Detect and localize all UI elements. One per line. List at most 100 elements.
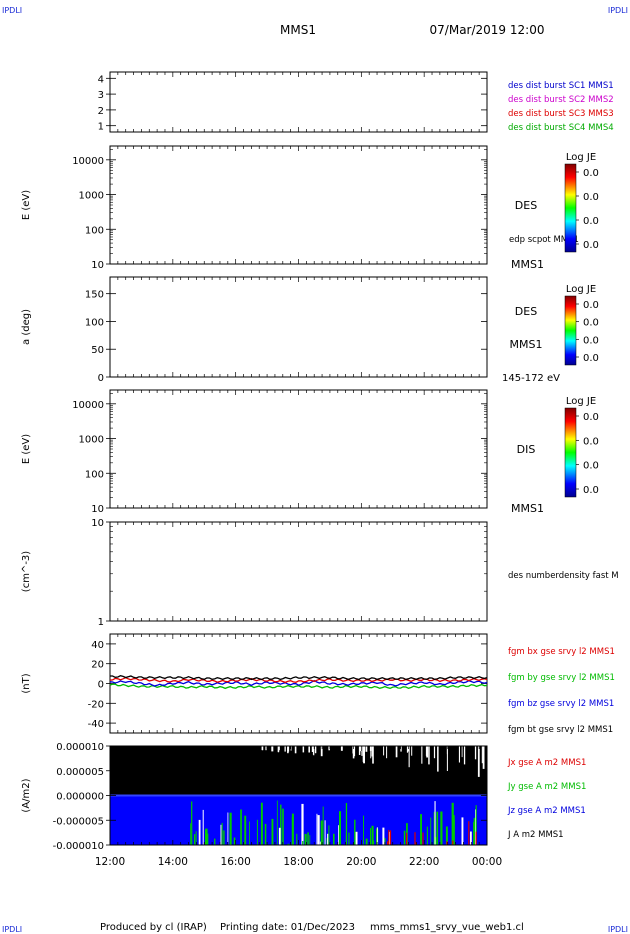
area-spike <box>382 827 385 845</box>
area-spike <box>264 823 267 845</box>
area-spike <box>227 812 229 845</box>
x-tick-label: 18:00 <box>283 856 313 868</box>
area-spike <box>461 817 464 845</box>
area-gap <box>386 746 388 759</box>
area-spike <box>328 825 330 845</box>
series-line <box>110 675 488 681</box>
area-spike <box>434 801 436 845</box>
panel-des-pitch-angle: 0 50 100 150 a (deg) DES MMS1 145-172 eV Log JE 0… <box>21 276 599 384</box>
y-tick-label: 40 <box>91 640 104 651</box>
area-gap <box>481 746 483 764</box>
area-spike <box>422 832 424 845</box>
area-spike <box>365 838 368 845</box>
y-tick-label: -0.000005 <box>53 816 104 827</box>
y-tick-label: 100 <box>85 317 104 328</box>
area-gap <box>308 746 310 753</box>
area-spike <box>249 821 250 845</box>
y-axis-label: a (deg) <box>21 309 32 345</box>
legend-entry: Jx gse A m2 MMS1 <box>507 758 586 768</box>
area-gap <box>314 746 317 754</box>
area-gap <box>421 746 423 764</box>
area-spike <box>240 809 242 845</box>
area-spike <box>452 815 455 845</box>
area-spike <box>327 833 329 845</box>
footer-printing-date: Printing date: 01/Dec/2023 <box>220 922 355 933</box>
area-gap <box>408 746 410 768</box>
corner-label-bottom-right: IPDLI <box>608 925 628 934</box>
legend-entry: fgm bx gse srvy l2 MMS1 <box>508 647 615 657</box>
area-spike <box>278 827 281 845</box>
legend-entry: des dist burst SC4 MMS4 <box>508 123 614 133</box>
colorbar-tick-label: 0.0 <box>583 335 599 346</box>
area-spike <box>322 806 324 845</box>
area-spike <box>452 829 454 845</box>
area-spike <box>387 841 389 845</box>
area-gap <box>294 746 297 754</box>
y-tick-label: 50 <box>91 345 104 356</box>
panel-frame <box>109 276 488 378</box>
legend-entry: fgm bt gse srvy l2 MMS1 <box>508 725 613 735</box>
legend-entry: fgm bz gse srvy l2 MMS1 <box>508 699 614 709</box>
legend-entry: J A m2 MMS1 <box>507 830 564 840</box>
x-tick-label: 00:00 <box>472 856 502 868</box>
y-tick-label: 1000 <box>79 435 104 446</box>
side-label: MMS1 <box>510 338 543 351</box>
header-spacecraft: MMS1 <box>280 23 316 37</box>
colorbar-title: Log JE <box>566 284 596 295</box>
area-spike <box>468 821 470 845</box>
area-gap <box>371 746 373 751</box>
panel-frame <box>109 145 488 265</box>
area-gap <box>271 746 274 752</box>
area-spike <box>317 815 320 845</box>
header-datetime: 07/Mar/2019 12:00 <box>430 23 545 37</box>
area-spike <box>195 831 197 845</box>
y-tick-label: 0.000010 <box>56 742 104 753</box>
y-tick-label: 100 <box>85 469 104 480</box>
legend-entry: des dist burst SC3 MMS3 <box>508 109 614 119</box>
y-tick-label: 1 <box>98 122 104 133</box>
area-spike <box>436 811 439 845</box>
area-gap <box>482 746 485 769</box>
corner-label-top-right: IPDLI <box>608 6 628 15</box>
area-spike <box>389 830 392 845</box>
footer-produced-by: Produced by cl (IRAP) <box>100 922 207 933</box>
colorbar-tick-label: 0.0 <box>583 240 599 251</box>
area-spike <box>470 831 472 845</box>
area-spike <box>280 804 282 845</box>
colorbar-tick-label: 0.0 <box>583 318 599 329</box>
area-spike <box>403 830 406 845</box>
panel-frame <box>109 71 488 133</box>
area-gap <box>426 746 429 758</box>
area-spike <box>345 803 348 845</box>
y-tick-label: 0 <box>98 680 104 691</box>
area-Jz <box>110 795 487 845</box>
panel-magnetic-field: -40 -20 0 20 40 (nT) fgm bx gse srvy l2 MMS1 fg… <box>21 633 615 735</box>
y-tick-label: 10 <box>91 518 104 529</box>
y-tick-label: 0.000005 <box>56 767 104 778</box>
area-spike <box>304 833 307 845</box>
x-tick-label: 22:00 <box>409 856 439 868</box>
area-spike <box>206 833 209 845</box>
area-spike <box>384 838 386 845</box>
area-spike <box>291 813 294 845</box>
colorbar-tick-label: 0.0 <box>583 300 599 311</box>
area-gap <box>265 746 267 751</box>
area-gap <box>477 746 480 777</box>
area-spike <box>190 823 191 845</box>
area-gap <box>284 746 286 752</box>
area-gap <box>406 746 408 753</box>
area-spike <box>220 824 222 845</box>
area-spike <box>440 811 443 845</box>
area-spike <box>296 833 298 845</box>
y-tick-label: 10 <box>91 260 104 271</box>
area-spike <box>198 819 201 845</box>
y-tick-label: 3 <box>98 90 104 101</box>
area-spike <box>244 815 247 845</box>
side-label: 145-172 eV <box>502 373 560 384</box>
area-spike <box>420 814 422 845</box>
y-tick-label: 1000 <box>79 191 104 202</box>
y-axis-label: E (eV) <box>21 190 32 220</box>
y-tick-label: 0.000000 <box>56 792 104 803</box>
corner-label-bottom-left: IPDLI <box>2 925 22 934</box>
